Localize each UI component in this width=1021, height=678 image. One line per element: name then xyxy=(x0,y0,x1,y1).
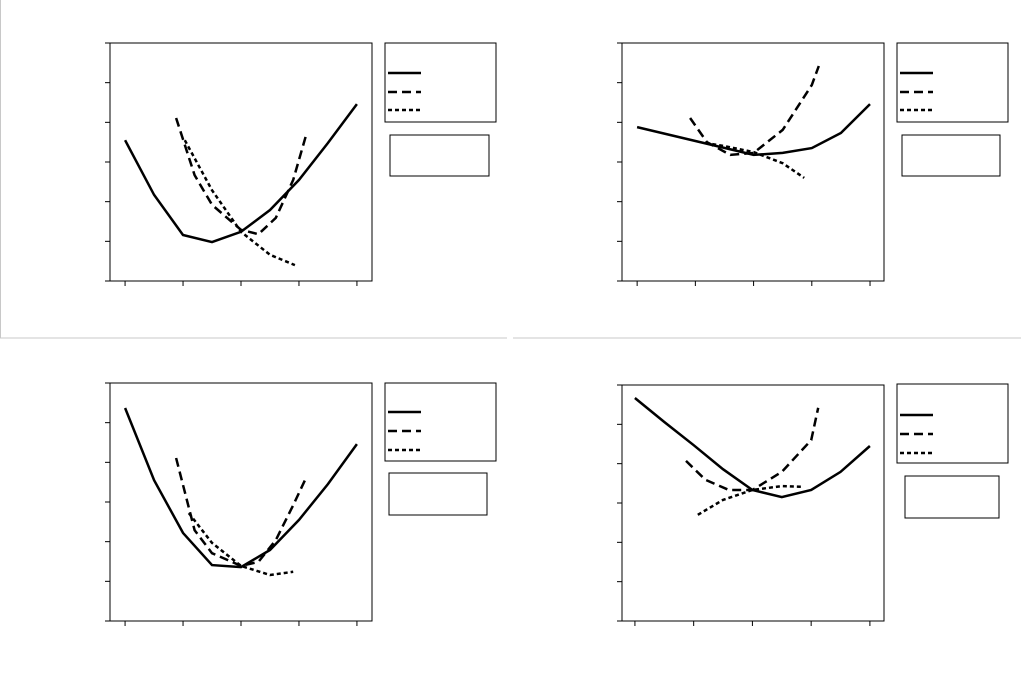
legend xyxy=(384,42,497,123)
plot-area xyxy=(621,42,885,282)
series-line xyxy=(174,117,308,236)
legend-box xyxy=(389,134,490,177)
plot-area xyxy=(109,42,373,282)
legend-box xyxy=(388,472,488,516)
series-line xyxy=(123,103,358,244)
legend-box xyxy=(901,134,1001,177)
series-line xyxy=(174,457,308,568)
legend-box xyxy=(904,475,1000,519)
legend xyxy=(896,42,1009,123)
series-line xyxy=(685,407,820,492)
series-line xyxy=(689,65,820,157)
series-line xyxy=(697,484,804,516)
series-line xyxy=(183,139,296,267)
series-line xyxy=(187,512,294,577)
legend xyxy=(384,382,497,462)
plot-area xyxy=(109,382,373,622)
series-line xyxy=(636,103,871,157)
legend xyxy=(896,383,1009,464)
series-line xyxy=(123,407,358,569)
series-line xyxy=(705,141,805,179)
series-line xyxy=(634,397,871,499)
